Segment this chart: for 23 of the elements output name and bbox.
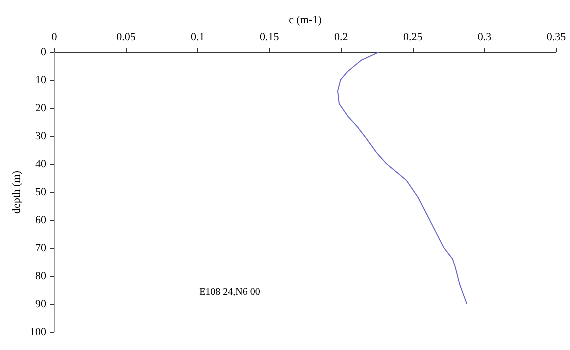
annotation: E108 24,N6 00	[200, 287, 260, 298]
x-axis-title: c (m-1)	[289, 14, 322, 26]
y-tick-label: 80	[36, 270, 47, 282]
x-tick-label: 0.2	[334, 32, 348, 44]
x-tick-label: 0.25	[403, 32, 424, 44]
line-series	[337, 52, 468, 304]
y-tick-label: 50	[36, 186, 47, 198]
x-tick-label: 0.3	[478, 32, 492, 44]
x-tick-label: 0.05	[116, 32, 136, 44]
y-tick-label: 60	[36, 214, 47, 226]
y-tick-label: 90	[36, 298, 47, 310]
x-tick-label: 0	[52, 32, 58, 44]
x-tick-label: 0.35	[546, 32, 567, 44]
y-tick-label: 0	[41, 46, 47, 58]
x-tick-label: 0.1	[191, 32, 205, 44]
x-tick-label: 0.15	[260, 32, 280, 44]
y-tick-label: 20	[36, 102, 47, 114]
y-tick-label: 10	[36, 74, 47, 86]
y-tick-label: 100	[30, 326, 47, 338]
y-tick-label: 30	[36, 130, 47, 142]
y-tick-label: 70	[36, 242, 47, 254]
y-axis-title: depth (m)	[11, 170, 23, 214]
y-tick-label: 40	[36, 158, 47, 170]
